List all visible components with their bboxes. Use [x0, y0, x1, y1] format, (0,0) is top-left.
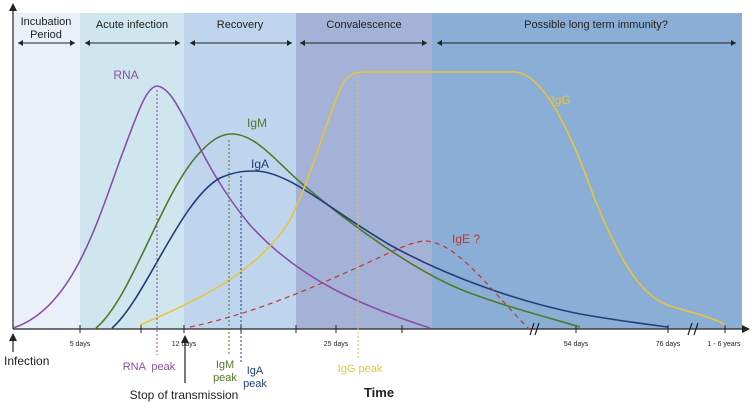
phase-label-long-term-immunity: Possible long term immunity? — [524, 19, 668, 31]
igg-curve-label: IgG — [551, 93, 570, 107]
x-axis-ticks — [79, 325, 726, 333]
infection-arrowhead — [9, 333, 17, 341]
phase-label-recovery: Recovery — [217, 19, 264, 31]
tick-label-1-6-years: 1 - 6 years — [707, 341, 741, 348]
rna-peak-label: RNA peak — [123, 361, 176, 373]
iga-peak-label-line1: IgA — [247, 365, 264, 377]
iga-peak-label-line2: peak — [243, 378, 267, 390]
rna-curve — [12, 85, 431, 329]
tick-label-54-days: 54 days — [564, 341, 589, 348]
axis-break-1b — [534, 322, 540, 336]
y-axis-arrowhead — [9, 3, 17, 11]
igg-curve — [139, 71, 726, 326]
x-axis-title: Time — [364, 385, 394, 400]
axis-break-2a — [687, 322, 693, 336]
x-axis-arrowhead — [742, 325, 750, 333]
iga-curve — [111, 170, 669, 329]
ige-curve — [189, 240, 531, 331]
axis-break-1a — [529, 322, 535, 336]
tick-label-76-days: 76 days — [656, 341, 681, 348]
phase-band-incubation — [13, 13, 80, 329]
iga-curve-label: IgA — [251, 157, 269, 171]
phase-label-incubation-line1: Incubation — [21, 16, 72, 28]
tick-label-12-days: 12 days — [172, 341, 197, 348]
ige-curve-label: IgE ? — [452, 232, 480, 246]
phase-arrows — [18, 40, 736, 46]
infection-label: Infection — [4, 354, 49, 368]
igm-curve — [95, 133, 581, 329]
stop-transmission-arrowhead — [181, 335, 189, 343]
stop-transmission-label: Stop of transmission — [130, 388, 239, 402]
tick-label-25-days: 25 days — [324, 341, 349, 348]
igm-peak-label-line2: peak — [213, 372, 237, 384]
phase-band-acute-infection — [80, 13, 184, 329]
igm-curve-label: IgM — [247, 116, 267, 130]
phase-label-incubation-line2: Period — [30, 29, 62, 41]
phase-band-convalescence — [296, 13, 432, 329]
x-axis-tick-labels: 5 days 12 days 25 days 54 days 76 days 1… — [70, 341, 741, 348]
axis-break-2b — [693, 322, 699, 336]
axis-break-marks — [529, 322, 699, 336]
tick-label-5-days: 5 days — [70, 341, 91, 348]
igm-peak-label-line1: IgM — [216, 359, 234, 371]
phase-label-acute-infection: Acute infection — [96, 19, 168, 31]
phase-band-recovery — [184, 13, 296, 329]
phase-label-convalescence: Convalescence — [326, 19, 401, 31]
rna-curve-label: RNA — [113, 68, 138, 82]
igg-peak-label: IgG peak — [338, 363, 383, 375]
phase-band-long-term-immunity — [432, 13, 742, 329]
